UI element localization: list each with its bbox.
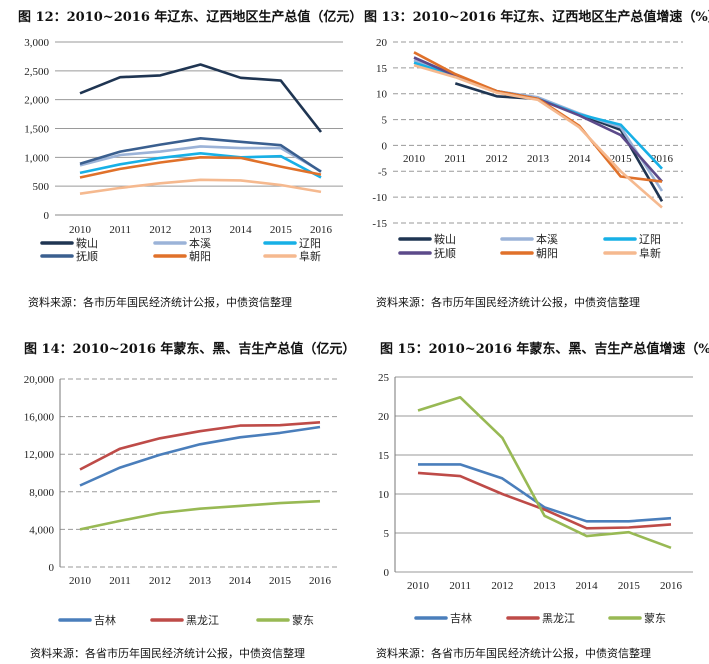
x-tick-label: 2010 bbox=[407, 580, 430, 592]
x-tick-label: 2013 bbox=[527, 153, 550, 165]
x-tick-label: 2015 bbox=[610, 153, 633, 165]
legend-label: 朝阳 bbox=[536, 247, 558, 260]
chart-13: -15 -10 -5 0 5 10 15 20 2010 2011 2012 2013 2014 2015… bbox=[372, 37, 683, 260]
x-tick-label: 2013 bbox=[189, 575, 212, 587]
x-tick-label: 2016 bbox=[309, 575, 332, 587]
x-tick-label: 2014 bbox=[576, 580, 599, 592]
y-tick-label: 16,000 bbox=[24, 412, 55, 424]
y-tick-label: -15 bbox=[372, 218, 387, 230]
y-tick-label: 5 bbox=[382, 115, 388, 127]
x-tick-label: 2011 bbox=[109, 575, 131, 587]
legend-label: 辽阳 bbox=[639, 233, 661, 246]
legend-label: 鞍山 bbox=[434, 232, 456, 246]
x-tick-label: 2012 bbox=[486, 153, 508, 165]
y-tick-label: -5 bbox=[378, 166, 388, 178]
x-tick-label: 2014 bbox=[229, 575, 252, 587]
chart-12-title: 图 12：2010~2016 年辽东、辽西地区生产总值（亿元） bbox=[18, 10, 363, 25]
y-tick-label: 3,000 bbox=[24, 37, 49, 49]
x-tick-label: 2014 bbox=[568, 153, 591, 165]
x-tick-label: 2010 bbox=[69, 224, 92, 236]
chart-12: 0 500 1,000 1,500 2,000 2,500 3,000 2010 2011 201… bbox=[24, 37, 343, 263]
legend-label: 蒙东 bbox=[644, 612, 666, 625]
legend-label: 本溪 bbox=[189, 236, 211, 250]
chart-15-title: 图 15：2010~2016 年蒙东、黑、吉生产总值增速（%） bbox=[380, 342, 709, 357]
x-tick-label: 2015 bbox=[269, 575, 292, 587]
x-tick-label: 2016 bbox=[660, 580, 683, 592]
y-tick-label: 2,000 bbox=[24, 95, 49, 107]
y-tick-label: 0 bbox=[382, 140, 388, 152]
y-tick-label: 10 bbox=[378, 489, 390, 501]
series-line-黑龙江 bbox=[417, 471, 672, 530]
chart-15: 0 5 10 15 20 25 2010 2011 2012 2013 2014 2015 2016 吉林… bbox=[378, 372, 693, 625]
legend-label: 蒙东 bbox=[292, 614, 314, 627]
y-tick-label: 0 bbox=[49, 562, 55, 574]
legend-label: 抚顺 bbox=[76, 249, 98, 263]
chart-14-title: 图 14：2010~2016 年蒙东、黑、吉生产总值（亿元） bbox=[24, 342, 356, 357]
x-tick-label: 2011 bbox=[449, 580, 471, 592]
y-tick-label: 0 bbox=[384, 567, 390, 579]
x-tick-label: 2016 bbox=[310, 224, 333, 236]
series-line-吉林 bbox=[79, 425, 321, 487]
series-line-鞍山 bbox=[79, 63, 323, 133]
x-tick-label: 2015 bbox=[270, 224, 293, 236]
y-tick-label: 12,000 bbox=[24, 449, 55, 461]
y-tick-label: -10 bbox=[372, 192, 387, 204]
y-tick-label: 8,000 bbox=[29, 487, 54, 499]
chart-13-source: 资料来源：各市历年国民经济统计公报，中债资信整理 bbox=[376, 296, 640, 309]
series-line-本溪 bbox=[79, 145, 322, 173]
x-tick-label: 2012 bbox=[491, 580, 513, 592]
chart-14-source: 资料来源：各省市历年国民经济统计公报，中债资信整理 bbox=[30, 647, 305, 660]
x-tick-label: 2010 bbox=[69, 575, 92, 587]
series-line-辽阳 bbox=[79, 152, 322, 179]
y-tick-label: 20,000 bbox=[24, 374, 55, 386]
y-tick-label: 15 bbox=[376, 63, 388, 75]
y-tick-label: 1,500 bbox=[24, 124, 49, 136]
series-line-吉林 bbox=[418, 463, 672, 523]
series-line-蒙东 bbox=[417, 396, 672, 550]
x-tick-label: 2011 bbox=[445, 153, 467, 165]
series-line-蒙东 bbox=[79, 499, 321, 531]
legend-label: 阜新 bbox=[299, 249, 321, 263]
chart-15-source: 资料来源：各省市历年国民经济统计公报，中债资信整理 bbox=[376, 647, 651, 660]
y-tick-label: 25 bbox=[378, 372, 390, 384]
y-tick-label: 10 bbox=[376, 89, 388, 101]
legend-label: 抚顺 bbox=[434, 246, 456, 260]
y-tick-label: 2,500 bbox=[24, 66, 49, 78]
series-line-黑龙江 bbox=[79, 421, 321, 471]
legend-label: 朝阳 bbox=[189, 250, 211, 263]
x-tick-label: 2012 bbox=[149, 575, 171, 587]
y-tick-label: 4,000 bbox=[29, 524, 54, 536]
legend-label: 吉林 bbox=[94, 613, 116, 627]
y-tick-label: 1,000 bbox=[24, 152, 49, 164]
x-tick-label: 2013 bbox=[534, 580, 557, 592]
y-tick-label: 0 bbox=[44, 210, 50, 222]
legend-label: 黑龙江 bbox=[542, 612, 575, 625]
legend-label: 阜新 bbox=[639, 246, 661, 260]
x-tick-label: 2013 bbox=[190, 224, 213, 236]
chart-13-title: 图 13：2010~2016 年辽东、辽西地区生产总值增速（%） bbox=[364, 10, 709, 25]
chart-14: 0 4,000 8,000 12,000 16,000 20,000 2010 2011 201… bbox=[24, 374, 340, 627]
series-line-朝阳 bbox=[79, 156, 322, 179]
legend-label: 辽阳 bbox=[299, 237, 321, 250]
legend-label: 黑龙江 bbox=[186, 614, 219, 627]
legend-label: 吉林 bbox=[450, 611, 472, 625]
y-tick-label: 5 bbox=[384, 528, 390, 540]
x-tick-label: 2015 bbox=[618, 580, 641, 592]
y-tick-label: 500 bbox=[33, 181, 50, 193]
x-tick-label: 2011 bbox=[109, 224, 131, 236]
y-tick-label: 20 bbox=[376, 37, 388, 49]
y-tick-label: 15 bbox=[378, 450, 390, 462]
x-tick-label: 2010 bbox=[403, 153, 426, 165]
chart-12-source: 资料来源：各市历年国民经济统计公报，中债资信整理 bbox=[28, 296, 292, 309]
series-line-阜新 bbox=[413, 64, 663, 209]
series-line-抚顺 bbox=[79, 137, 322, 173]
legend-label: 本溪 bbox=[536, 232, 558, 246]
y-tick-label: 20 bbox=[378, 411, 390, 423]
legend-label: 鞍山 bbox=[76, 236, 98, 250]
x-tick-label: 2014 bbox=[230, 224, 253, 236]
series-line-阜新 bbox=[79, 178, 322, 195]
x-tick-label: 2012 bbox=[149, 224, 171, 236]
